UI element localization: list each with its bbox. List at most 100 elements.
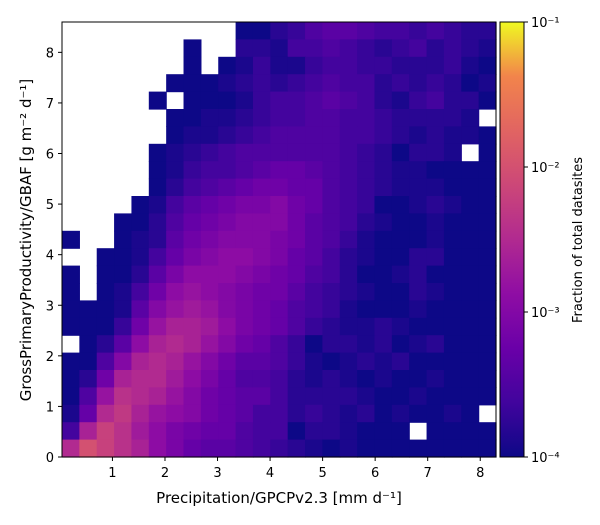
y-axis-label: GrossPrimaryProductivity/GBAF [g m⁻² d⁻¹… (17, 79, 35, 402)
heatmap-cell (148, 370, 167, 388)
heatmap-cell (339, 283, 358, 301)
heatmap-cell (183, 335, 202, 354)
heatmap-cell (148, 439, 167, 458)
heatmap-cell (426, 335, 445, 354)
heatmap-cell (252, 404, 271, 423)
heatmap-cell (374, 335, 393, 354)
heatmap-cell (148, 300, 167, 319)
heatmap-cell (200, 422, 219, 441)
heatmap-cell (235, 126, 254, 145)
heatmap-cell (79, 335, 98, 354)
heatmap-cell (322, 91, 341, 110)
heatmap-cell (391, 39, 410, 58)
heatmap-cell (218, 248, 237, 267)
heatmap-cell (322, 161, 341, 180)
heatmap-cell (252, 178, 271, 197)
heatmap-cell (409, 39, 428, 58)
heatmap-cell (374, 265, 393, 284)
heatmap-cell (235, 404, 254, 423)
heatmap-cell (305, 91, 323, 110)
heatmap-cell (96, 352, 115, 371)
heatmap-cell (426, 387, 445, 406)
heatmap-cell (200, 248, 219, 267)
heatmap-cell (391, 265, 410, 284)
heatmap-cell (374, 283, 393, 301)
heatmap-cell (374, 22, 393, 40)
heatmap-cell (322, 352, 341, 371)
heatmap-cell (322, 22, 341, 40)
heatmap-cell (131, 300, 150, 319)
heatmap-cell (443, 230, 462, 249)
heatmap-cell (357, 404, 376, 423)
heatmap-cell (426, 300, 445, 319)
heatmap-cell (270, 404, 289, 423)
heatmap-cell (148, 196, 167, 214)
heatmap-cell (252, 370, 271, 388)
heatmap-cell (461, 22, 480, 40)
heatmap-cell (218, 74, 237, 93)
heatmap-cell (426, 126, 445, 145)
heatmap-cell (148, 387, 167, 406)
heatmap-cell (200, 91, 219, 110)
heatmap-cell (270, 56, 289, 75)
heatmap-cell (374, 143, 393, 162)
heatmap-cell (218, 387, 237, 406)
heatmap-cell (443, 39, 462, 58)
heatmap-cells (62, 22, 497, 458)
plot-frame (61, 21, 497, 458)
heatmap-cell (305, 248, 323, 267)
heatmap-cell (461, 126, 480, 145)
heatmap-cell (322, 143, 341, 162)
heatmap-cell (339, 352, 358, 371)
heatmap-cell (218, 404, 237, 423)
heatmap-cell (305, 283, 323, 301)
heatmap-cell (166, 387, 185, 406)
heatmap-cell (391, 213, 410, 232)
heatmap-cell (391, 317, 410, 336)
heatmap-cell (374, 178, 393, 197)
heatmap-cell (252, 300, 271, 319)
heatmap-cell (183, 178, 202, 197)
heatmap-cell (322, 335, 341, 354)
heatmap-cell (322, 126, 341, 145)
heatmap-cell (148, 422, 167, 441)
heatmap-cell (374, 161, 393, 180)
heatmap-cell (339, 248, 358, 267)
heatmap-cell (200, 300, 219, 319)
heatmap-cell (322, 74, 341, 93)
heatmap-cell (322, 178, 341, 197)
heatmap-cell (166, 161, 185, 180)
heatmap-cell (391, 335, 410, 354)
y-tick-label: 4 (46, 249, 54, 264)
heatmap-cell (183, 439, 202, 458)
heatmap-cell (409, 248, 428, 267)
heatmap-cell (96, 265, 115, 284)
heatmap-cell (426, 22, 445, 40)
heatmap-cell (426, 161, 445, 180)
heatmap-cell (287, 39, 306, 58)
heatmap-cell (287, 300, 306, 319)
heatmap-cell (461, 352, 480, 371)
heatmap-cell (235, 178, 254, 197)
heatmap-cell (339, 74, 358, 93)
heatmap-cell (339, 178, 358, 197)
heatmap-cell (339, 91, 358, 110)
heatmap-cell (443, 161, 462, 180)
heatmap-cell (339, 300, 358, 319)
heatmap-cell (270, 230, 289, 249)
heatmap-cell (218, 370, 237, 388)
heatmap-cell (183, 230, 202, 249)
heatmap-cell (148, 404, 167, 423)
heatmap-cell (218, 109, 237, 127)
heatmap-cell (62, 404, 80, 423)
heatmap-cell (478, 91, 497, 110)
x-tick-label: 3 (213, 466, 221, 481)
heatmap-cell (461, 196, 480, 214)
heatmap-cell (305, 161, 323, 180)
heatmap-cell (235, 352, 254, 371)
heatmap-cell (166, 265, 185, 284)
heatmap-cell (218, 143, 237, 162)
heatmap-cell (357, 283, 376, 301)
heatmap-cell (183, 213, 202, 232)
heatmap-cell (96, 248, 115, 267)
